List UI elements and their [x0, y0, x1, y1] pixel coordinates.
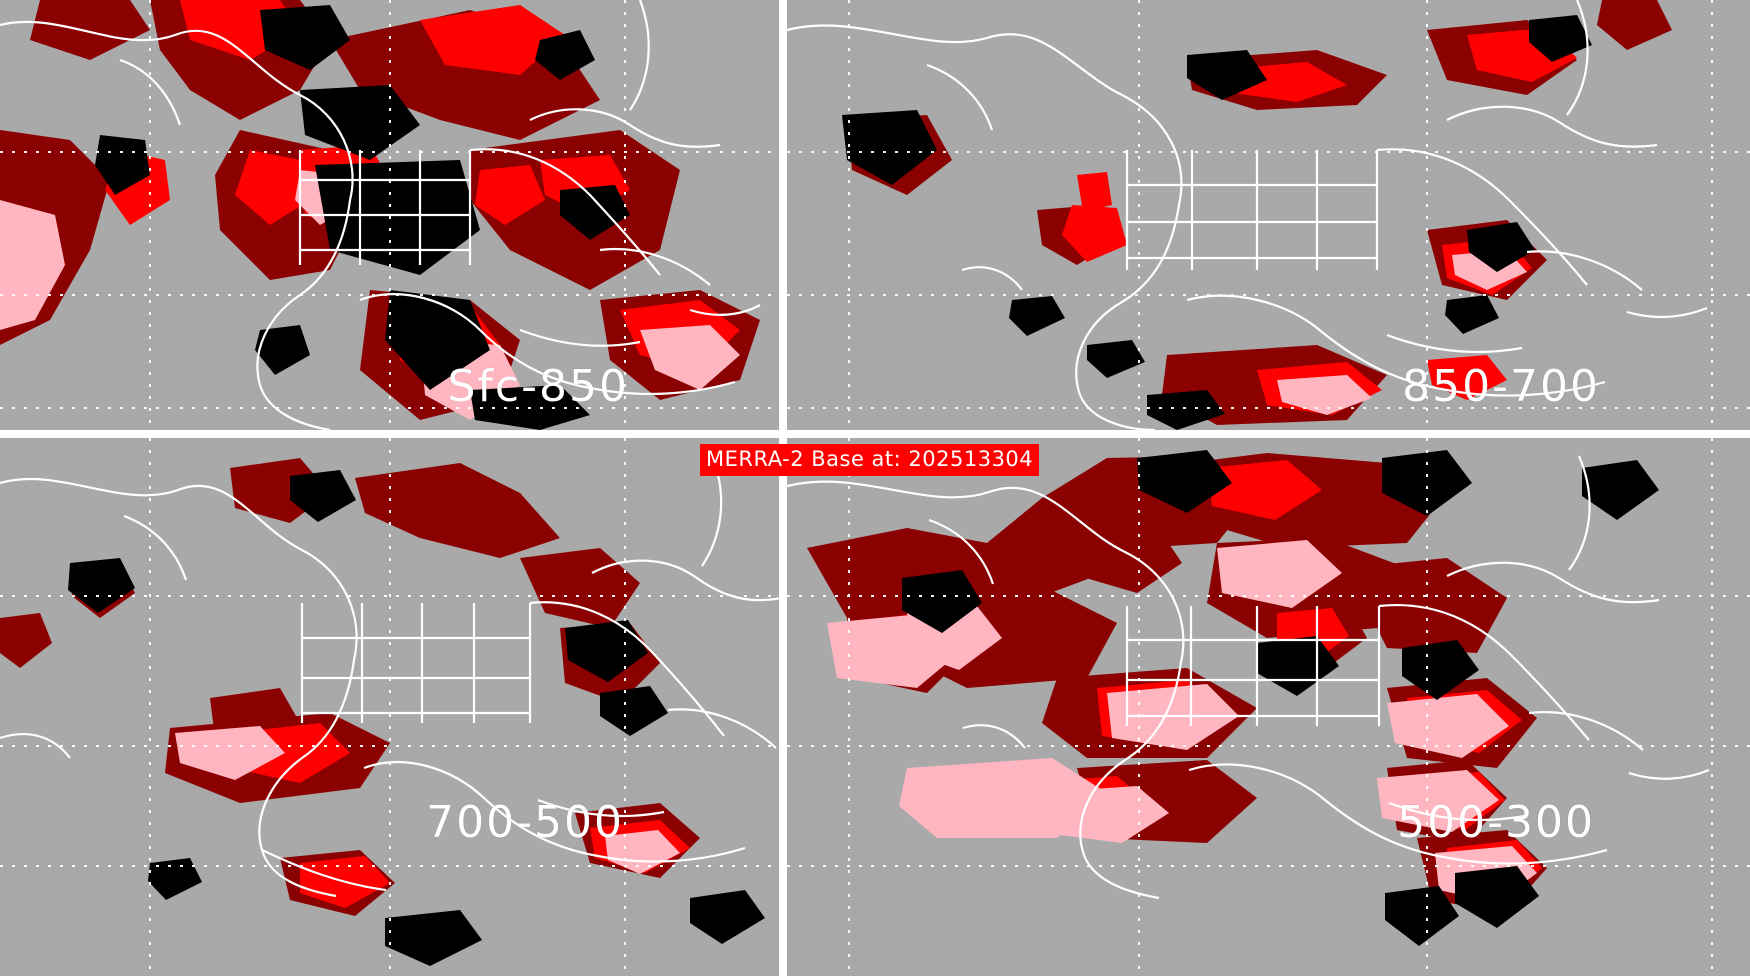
panel-divider-horizontal: [0, 430, 1750, 438]
panel-700-500-map: [0, 438, 779, 976]
panel-500-300[interactable]: 500-300: [787, 438, 1750, 976]
panel-sfc-850-map: [0, 0, 779, 430]
panel-850-700[interactable]: 850-700: [787, 0, 1750, 430]
panel-divider-vertical: [779, 0, 787, 976]
panel-850-700-map: [787, 0, 1750, 430]
panel-sfc-850[interactable]: Sfc-850: [0, 0, 779, 430]
base-time-banner: MERRA-2 Base at: 202513304: [700, 444, 1040, 476]
panel-500-300-map: [787, 438, 1750, 976]
panel-700-500[interactable]: 700-500: [0, 438, 779, 976]
